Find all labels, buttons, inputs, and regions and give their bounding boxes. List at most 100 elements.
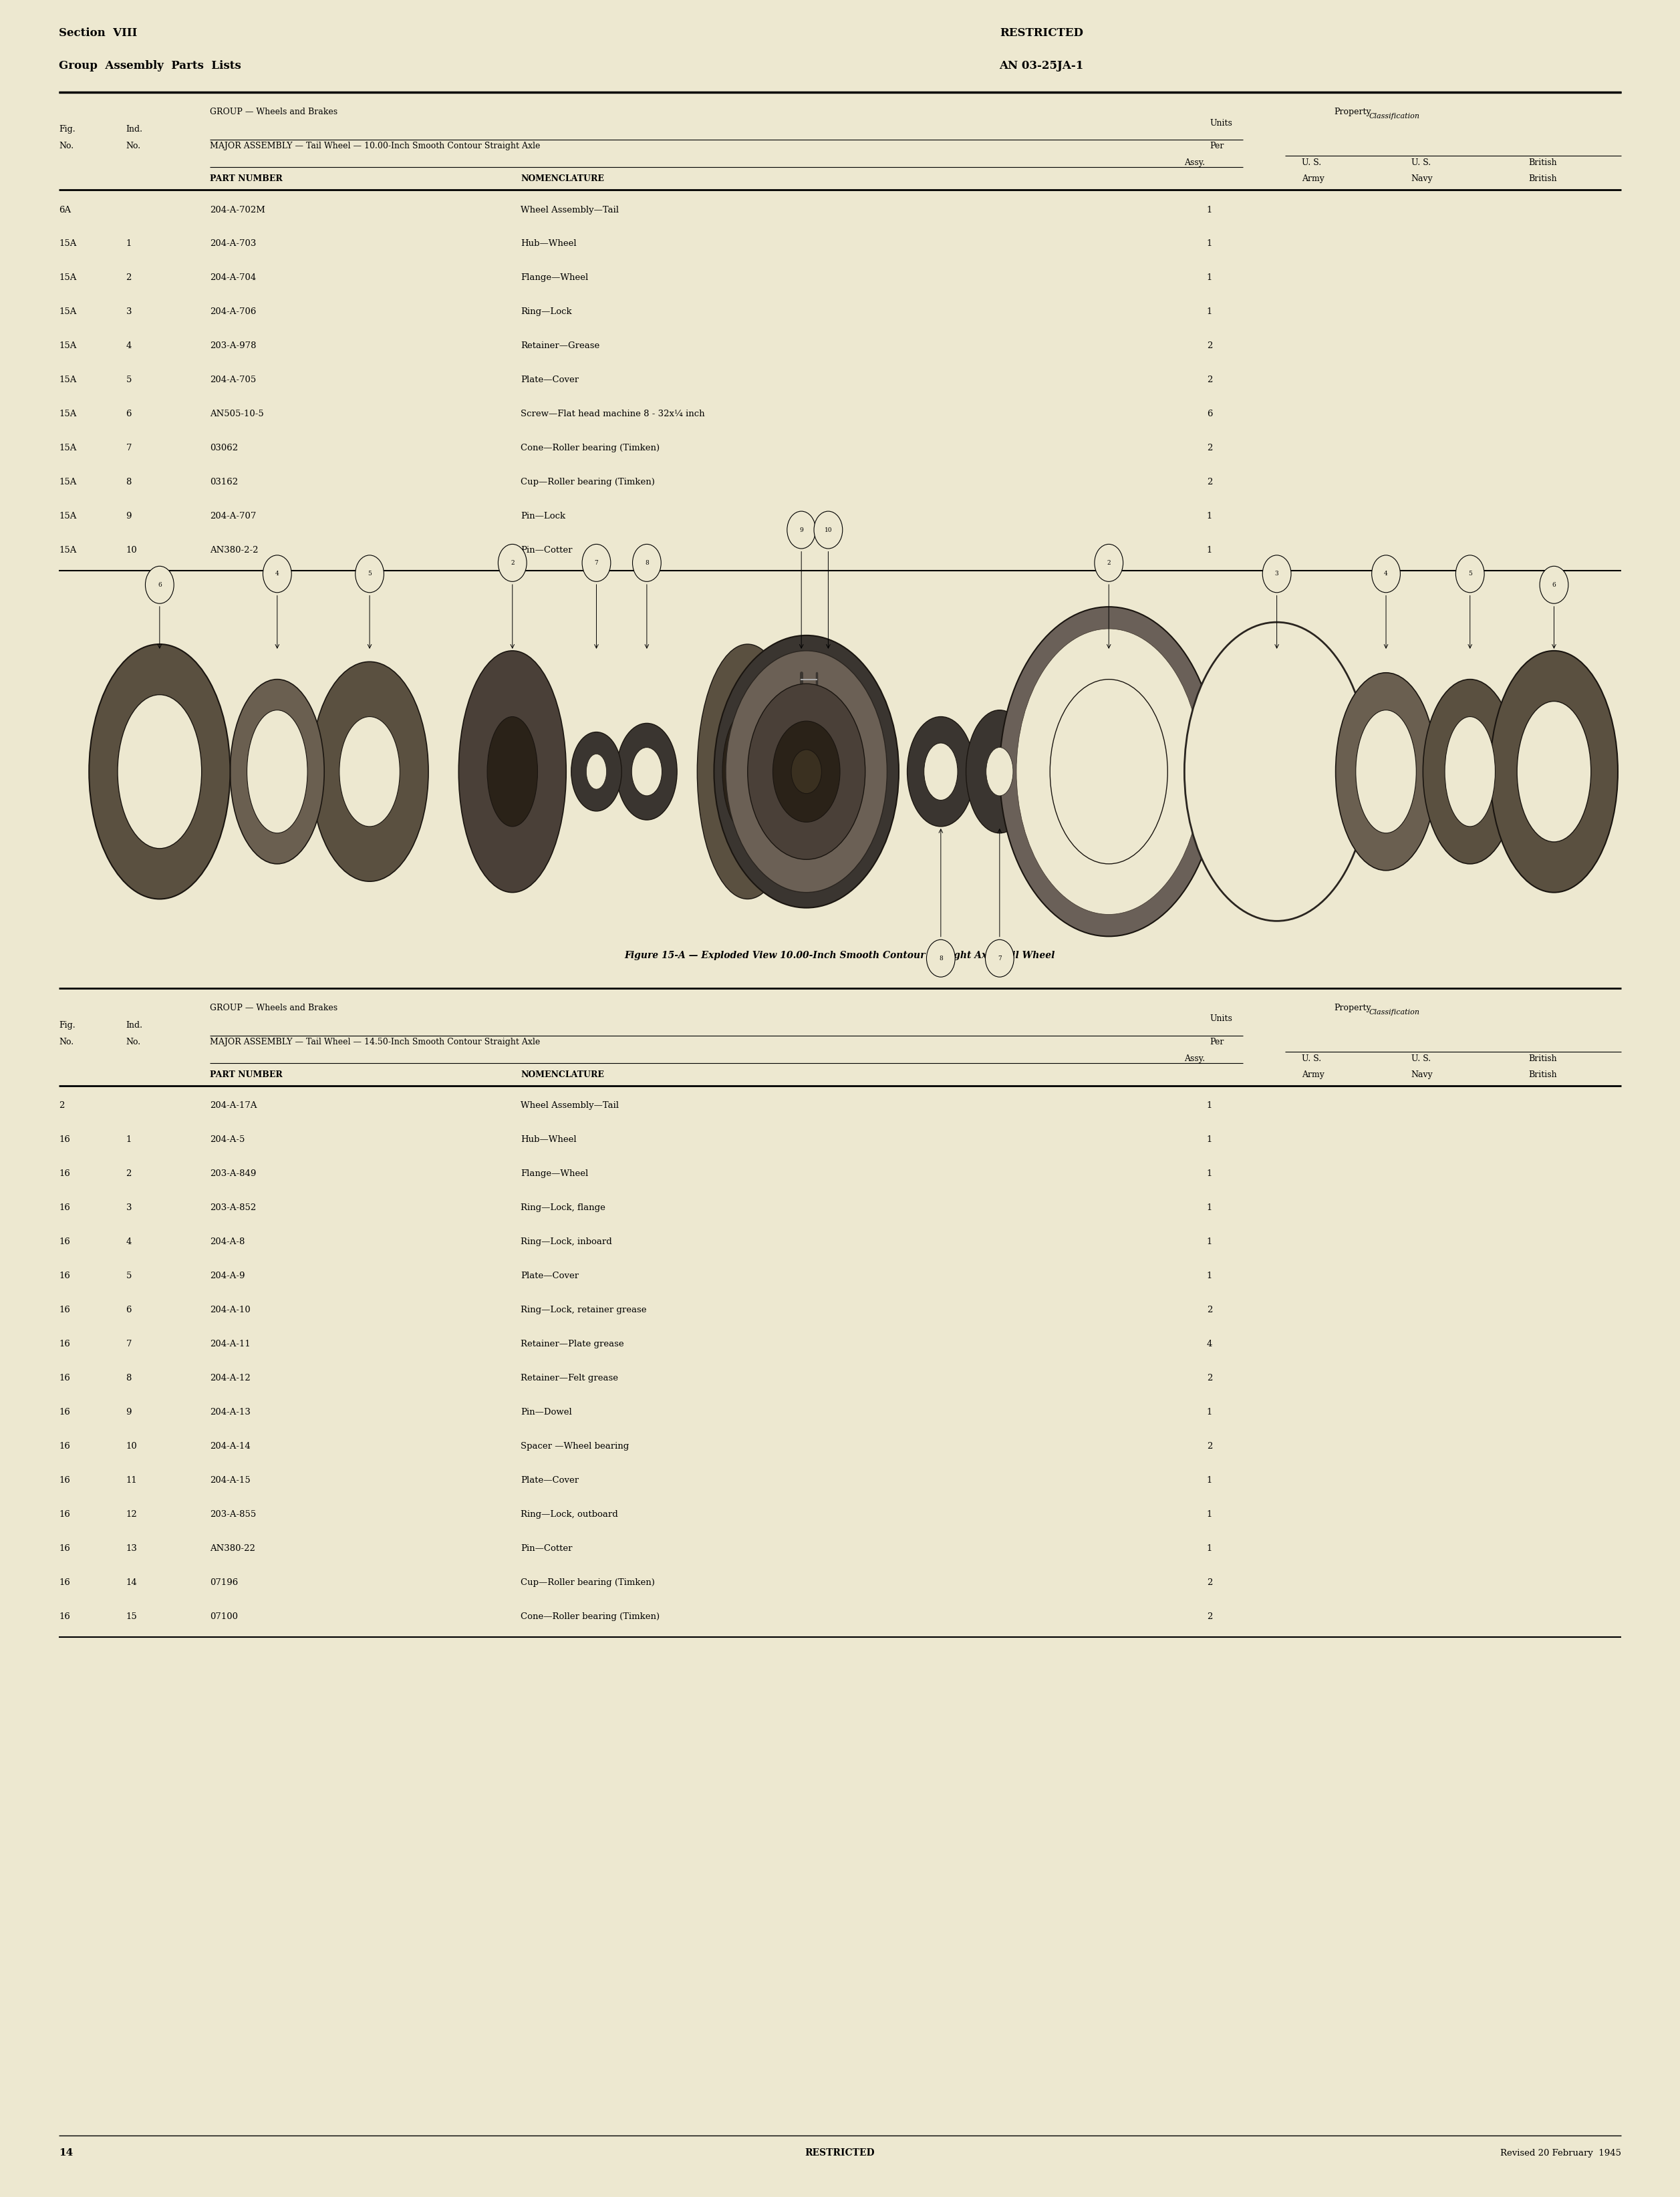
Text: 15A: 15A	[59, 411, 76, 417]
Text: AN380-22: AN380-22	[210, 1544, 255, 1553]
Text: 10: 10	[825, 527, 832, 534]
Text: U. S.: U. S.	[1302, 158, 1322, 167]
Text: 4: 4	[126, 1237, 131, 1246]
Text: 203-A-855: 203-A-855	[210, 1509, 257, 1518]
Text: Fig.: Fig.	[59, 1022, 76, 1030]
Ellipse shape	[773, 721, 840, 822]
Text: PART NUMBER: PART NUMBER	[210, 176, 282, 182]
Text: Revised 20 February  1945: Revised 20 February 1945	[1500, 2149, 1621, 2157]
Text: Screw—Flat head machine 8 - 32x¼ inch: Screw—Flat head machine 8 - 32x¼ inch	[521, 411, 706, 417]
Text: 1: 1	[1206, 1272, 1213, 1281]
Text: 2: 2	[1206, 1441, 1213, 1450]
Text: 204-A-703: 204-A-703	[210, 239, 257, 248]
Text: 204-A-15: 204-A-15	[210, 1476, 250, 1485]
Text: 204-A-704: 204-A-704	[210, 275, 257, 281]
Text: 204-A-12: 204-A-12	[210, 1373, 250, 1382]
Text: 14: 14	[126, 1577, 138, 1586]
Ellipse shape	[722, 710, 773, 833]
Text: Cup—Roller bearing (Timken): Cup—Roller bearing (Timken)	[521, 1577, 655, 1586]
Text: 11: 11	[126, 1476, 138, 1485]
Text: 1: 1	[126, 1136, 131, 1145]
Text: AN 03-25JA-1: AN 03-25JA-1	[1000, 59, 1084, 73]
Text: 16: 16	[59, 1237, 71, 1246]
Text: British: British	[1529, 1055, 1557, 1063]
Text: 204-A-706: 204-A-706	[210, 308, 257, 316]
Text: U. S.: U. S.	[1411, 1055, 1431, 1063]
Text: 15A: 15A	[59, 308, 76, 316]
Text: Property: Property	[1334, 108, 1371, 116]
Ellipse shape	[966, 710, 1033, 833]
Text: 16: 16	[59, 1136, 71, 1145]
Text: U. S.: U. S.	[1302, 1055, 1322, 1063]
Ellipse shape	[726, 650, 887, 892]
Text: 8: 8	[126, 1373, 131, 1382]
Text: Retainer—Felt grease: Retainer—Felt grease	[521, 1373, 618, 1382]
Text: Flange—Wheel: Flange—Wheel	[521, 275, 588, 281]
Text: 6: 6	[1552, 582, 1556, 589]
Ellipse shape	[1016, 628, 1201, 914]
Text: Retainer—Grease: Retainer—Grease	[521, 343, 600, 349]
Text: 16: 16	[59, 1476, 71, 1485]
Text: Pin—Lock: Pin—Lock	[521, 512, 566, 521]
Ellipse shape	[586, 754, 606, 789]
Text: 10: 10	[126, 1441, 138, 1450]
Text: 2: 2	[1206, 376, 1213, 384]
Text: 1: 1	[1206, 308, 1213, 316]
Ellipse shape	[924, 743, 958, 800]
Ellipse shape	[1000, 606, 1218, 936]
Text: 6A: 6A	[59, 207, 71, 213]
Ellipse shape	[571, 732, 622, 811]
Text: No.: No.	[59, 1037, 74, 1046]
Text: 204-A-13: 204-A-13	[210, 1408, 250, 1417]
Circle shape	[984, 940, 1013, 978]
Text: 9: 9	[126, 512, 131, 521]
Text: 1: 1	[1206, 1136, 1213, 1145]
Text: 15A: 15A	[59, 479, 76, 486]
Text: 15A: 15A	[59, 512, 76, 521]
Text: Cup—Roller bearing (Timken): Cup—Roller bearing (Timken)	[521, 479, 655, 486]
Text: 204-A-17A: 204-A-17A	[210, 1101, 257, 1109]
Text: 2: 2	[126, 275, 131, 281]
Text: 5: 5	[126, 1272, 131, 1281]
Text: British: British	[1529, 1070, 1557, 1079]
Text: No.: No.	[59, 143, 74, 149]
Ellipse shape	[632, 747, 662, 795]
Text: 204-A-10: 204-A-10	[210, 1305, 250, 1314]
Text: 1: 1	[1206, 512, 1213, 521]
Text: No.: No.	[126, 1037, 141, 1046]
Text: GROUP — Wheels and Brakes: GROUP — Wheels and Brakes	[210, 108, 338, 116]
Text: 1: 1	[1206, 1509, 1213, 1518]
Text: 9: 9	[126, 1408, 131, 1417]
Text: 2: 2	[126, 1169, 131, 1178]
Text: Fig.: Fig.	[59, 125, 76, 134]
Text: 1: 1	[1206, 1101, 1213, 1109]
Text: Retainer—Plate grease: Retainer—Plate grease	[521, 1340, 625, 1349]
Text: 3: 3	[126, 308, 131, 316]
Text: NOMENCLATURE: NOMENCLATURE	[521, 1070, 605, 1079]
Text: 7: 7	[595, 560, 598, 567]
Text: Ring—Lock: Ring—Lock	[521, 308, 571, 316]
Ellipse shape	[791, 749, 822, 793]
Circle shape	[927, 940, 954, 978]
Text: Ind.: Ind.	[126, 125, 143, 134]
Text: 14: 14	[59, 2149, 72, 2157]
Circle shape	[1455, 556, 1485, 593]
Text: 204-A-14: 204-A-14	[210, 1441, 250, 1450]
Text: Ring—Lock, retainer grease: Ring—Lock, retainer grease	[521, 1305, 647, 1314]
Ellipse shape	[459, 650, 566, 892]
Ellipse shape	[907, 716, 974, 826]
Text: Navy: Navy	[1411, 1070, 1433, 1079]
Text: Hub—Wheel: Hub—Wheel	[521, 1136, 576, 1145]
Text: RESTRICTED: RESTRICTED	[805, 2149, 875, 2157]
Text: 9: 9	[800, 527, 803, 534]
Text: 16: 16	[59, 1544, 71, 1553]
Circle shape	[356, 556, 385, 593]
Text: 6: 6	[126, 1305, 131, 1314]
Text: 204-A-9: 204-A-9	[210, 1272, 245, 1281]
Text: 5: 5	[368, 571, 371, 578]
Text: U. S.: U. S.	[1411, 158, 1431, 167]
Text: 3: 3	[1275, 571, 1278, 578]
Text: 15A: 15A	[59, 547, 76, 554]
Text: 07100: 07100	[210, 1613, 239, 1621]
Text: 1: 1	[126, 239, 131, 248]
